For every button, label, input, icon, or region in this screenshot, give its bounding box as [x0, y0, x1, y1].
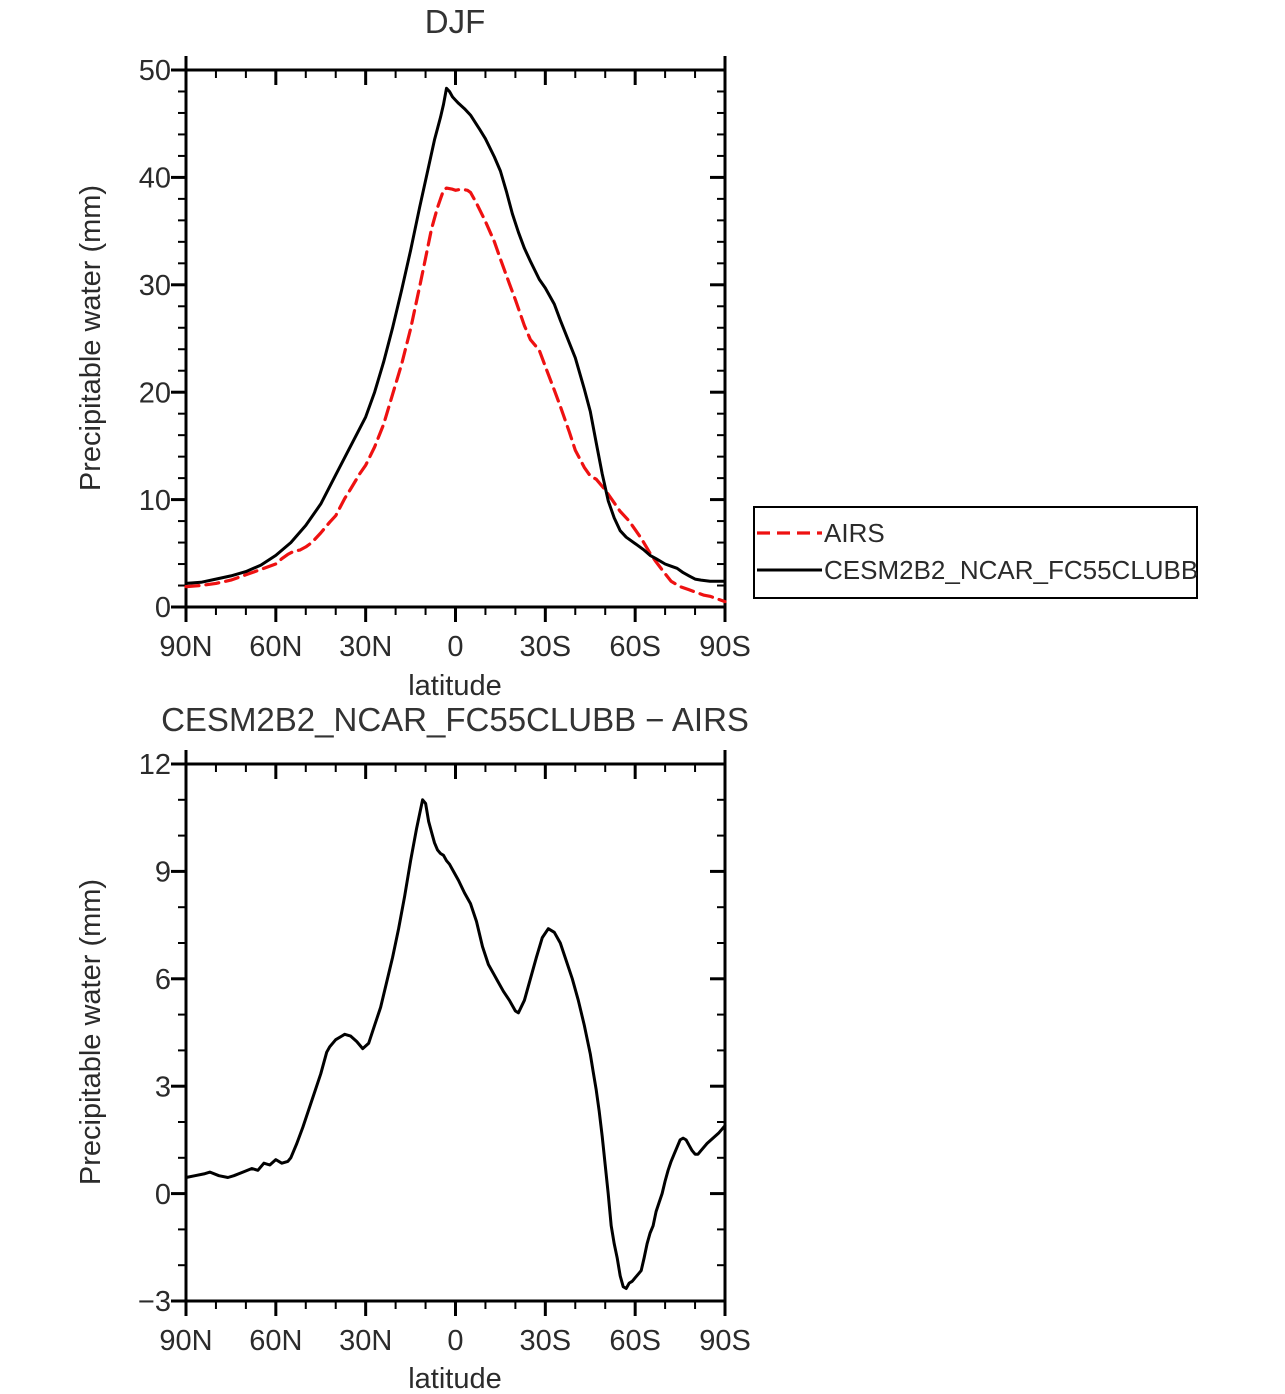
legend: AIRS CESM2B2_NCAR_FC55CLUBB [753, 506, 1198, 599]
x-tick-label: 90S [699, 1325, 751, 1357]
x-tick-label: 90S [699, 631, 751, 663]
y-tick-label: 6 [155, 964, 171, 996]
y-tick-label: 50 [139, 55, 171, 87]
y-tick-label: 0 [155, 1179, 171, 1211]
series-line-cesm2b2-ncar-fc55clubb [184, 86, 727, 585]
x-tick-label: 60S [609, 1325, 661, 1357]
y-tick-label: 30 [139, 270, 171, 302]
y-tick-label: 10 [139, 485, 171, 517]
bottom-plot: CESM2B2_NCAR_FC55CLUBB − AIRS 12 9 6 3 0… [75, 701, 751, 1394]
top-x-axis-title: latitude [408, 670, 502, 702]
bottom-plot-curves [184, 798, 727, 1290]
bottom-y-axis-title: Precipitable water (mm) [75, 879, 107, 1185]
x-tick-label: 60S [609, 631, 661, 663]
x-tick-label: 0 [447, 631, 463, 663]
y-tick-label: 3 [155, 1071, 171, 1103]
bottom-plot-title: CESM2B2_NCAR_FC55CLUBB − AIRS [161, 701, 749, 738]
series-line-cesm2b2-ncar-fc55clubb-airs [184, 798, 727, 1290]
x-tick-label: 30S [519, 1325, 571, 1357]
x-tick-label: 30N [339, 1325, 392, 1357]
y-tick-label: 20 [139, 377, 171, 409]
y-tick-label: 12 [139, 749, 171, 781]
legend-box [753, 506, 1198, 599]
legend-label-airs: AIRS [824, 518, 885, 548]
x-tick-label: 90N [159, 631, 212, 663]
top-plot-curves [184, 86, 727, 604]
x-tick-label: 30N [339, 631, 392, 663]
top-plot-axes [171, 56, 727, 622]
x-tick-label: 60N [249, 631, 302, 663]
x-tick-label: 90N [159, 1325, 212, 1357]
y-tick-label: 0 [155, 592, 171, 624]
y-tick-label: −3 [138, 1286, 171, 1318]
x-tick-label: 0 [447, 1325, 463, 1357]
y-tick-label: 40 [139, 163, 171, 195]
y-tick-label: 9 [155, 857, 171, 889]
bottom-plot-axes [171, 750, 727, 1316]
top-plot: DJF 50 40 30 20 10 0 90N 60N 30N 0 30S 6… [75, 3, 751, 702]
x-tick-label: 30S [519, 631, 571, 663]
top-y-axis-title: Precipitable water (mm) [75, 185, 107, 491]
bottom-x-axis-title: latitude [408, 1363, 502, 1394]
x-tick-label: 60N [249, 1325, 302, 1357]
series-line-airs [184, 186, 727, 604]
top-plot-title: DJF [425, 3, 486, 40]
legend-label-model: CESM2B2_NCAR_FC55CLUBB [824, 555, 1198, 585]
